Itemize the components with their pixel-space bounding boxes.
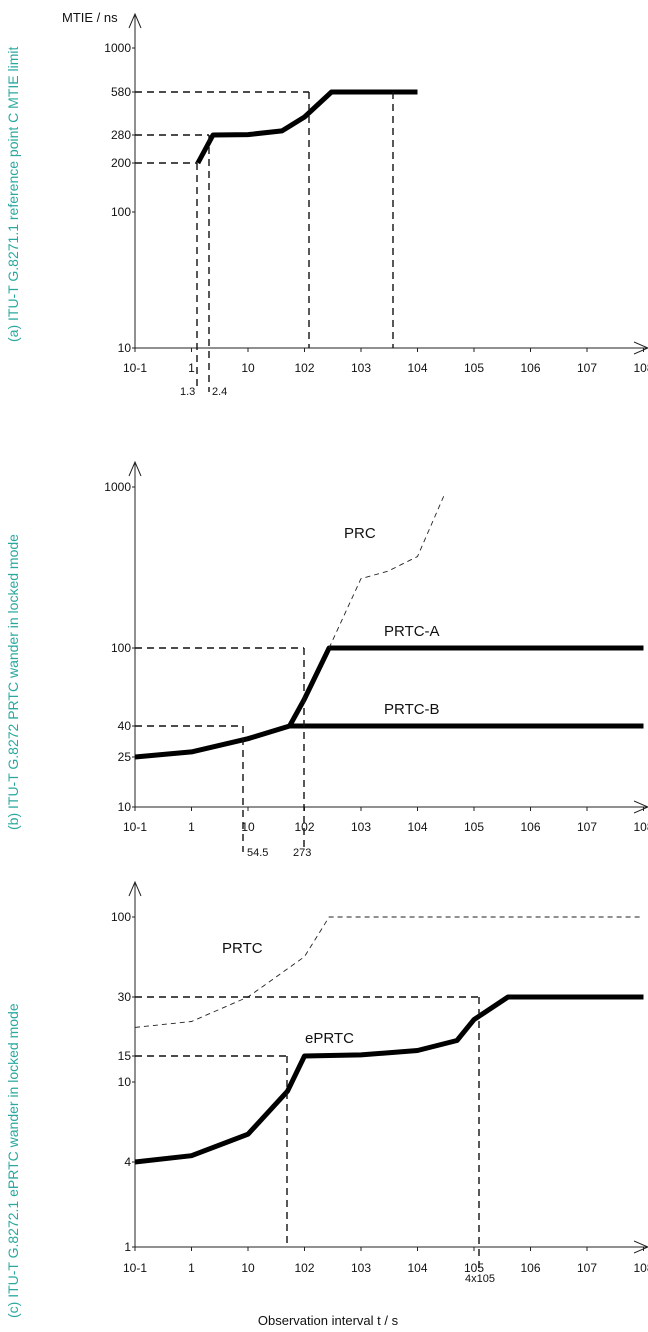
x-tick-label-c: 108 <box>633 1261 648 1275</box>
y-axis-arrow-c <box>128 880 142 897</box>
x-tick-label-a: 10 <box>241 361 255 375</box>
x-tick-label-a: 107 <box>577 361 597 375</box>
x-tick-label-c: 104 <box>407 1261 427 1275</box>
label-prtc-a: PRTC-A <box>384 623 440 640</box>
x-tick-label-b: 10 <box>241 820 255 834</box>
y-tick-label-b: 40 <box>118 719 132 733</box>
x-tick-label-a: 102 <box>294 361 314 375</box>
y-tick-label-c: 1 <box>124 1240 131 1254</box>
x-tick-label-a: 108 <box>633 361 648 375</box>
x-tick-label-c: 10-1 <box>123 1261 147 1275</box>
x-tick-label-c: 10 <box>241 1261 255 1275</box>
x-tick-label-b: 107 <box>577 820 597 834</box>
x-tick-label-a: 1 <box>188 361 195 375</box>
annot-1-3: 1.3 <box>180 386 195 398</box>
x-tick-label-b: 104 <box>407 820 427 834</box>
label-prc: PRC <box>344 525 376 542</box>
label-prtc-b: PRTC-B <box>384 701 440 718</box>
y-tick-label-b: 100 <box>111 641 131 655</box>
x-tick-label-c: 1 <box>188 1261 195 1275</box>
annot-54-5: 54.5 <box>247 847 268 859</box>
x-tick-label-c: 102 <box>294 1261 314 1275</box>
label-eprtc: ePRTC <box>305 1030 354 1047</box>
y-tick-label-a: 280 <box>111 128 131 142</box>
x-tick-label-b: 105 <box>464 820 484 834</box>
y-tick-label-b: 1000 <box>104 480 131 494</box>
y-tick-label-a: 100 <box>111 205 131 219</box>
y-tick-label-c: 15 <box>118 1049 132 1063</box>
y-axis-arrow-a <box>128 12 142 29</box>
series-line-c-eprtc <box>134 994 644 1165</box>
panel-a: 10-1 1 10 102 103 104 105 106 107 108 1000 580 280 20… <box>104 12 648 398</box>
y-tick-label-a: 10 <box>118 341 132 355</box>
y-tick-label-b: 10 <box>118 800 132 814</box>
x-tick-label-c: 103 <box>351 1261 371 1275</box>
side-title-c: (c) ITU-T G.8272.1 ePRTC wander in locke… <box>5 1003 21 1318</box>
x-tick-label-c: 107 <box>577 1261 597 1275</box>
y-tick-label-c: 100 <box>111 910 131 924</box>
side-title-b: (b) ITU-T G.8272 PRTC wander in locked m… <box>5 534 21 830</box>
x-axis-arrow-b <box>633 800 648 814</box>
panel-c: 10-1110102103104105106107108100301510414… <box>111 880 648 1285</box>
y-tick-label-c: 10 <box>118 1075 132 1089</box>
x-axis-arrow-c <box>633 1240 648 1254</box>
y-tick-label-c: 4 <box>124 1155 131 1169</box>
y-axis-arrow-b <box>128 460 142 477</box>
x-tick-label-b: 108 <box>633 820 648 834</box>
panel-b: 10-1 1 10 102 103 104 105 106 107 108 1000 100 40 25 1… <box>104 460 648 859</box>
x-tick-label-b: 102 <box>294 820 314 834</box>
y-tick-label-a: 1000 <box>104 41 131 55</box>
y-tick-label-a: 580 <box>111 85 131 99</box>
x-tick-label-b: 10-1 <box>123 820 147 834</box>
x-tick-label-b: 106 <box>520 820 540 834</box>
x-tick-label-a: 106 <box>520 361 540 375</box>
x-tick-label-b: 103 <box>351 820 371 834</box>
x-tick-label-b: 1 <box>188 820 195 834</box>
y-axis-label: MTIE / ns <box>62 10 118 25</box>
annot-273: 273 <box>293 847 311 859</box>
x-axis-label: Observation interval t / s <box>258 1313 399 1328</box>
x-tick-label-a: 105 <box>464 361 484 375</box>
x-axis-arrow-a <box>633 341 648 355</box>
side-title-a: (a) ITU-T G.8271.1 reference point C MTI… <box>5 47 21 342</box>
annot-2-4: 2.4 <box>212 386 227 398</box>
y-tick-label-b: 25 <box>118 750 132 764</box>
y-tick-label-c: 30 <box>118 990 132 1004</box>
x-tick-label-c: 106 <box>520 1261 540 1275</box>
x-tick-label-a: 104 <box>407 361 427 375</box>
x-tick-label-a: 10-1 <box>123 361 147 375</box>
x-tick-label-a: 103 <box>351 361 371 375</box>
label-prtc: PRTC <box>222 940 263 957</box>
series-line-c-prtc <box>134 916 644 1028</box>
series-line-a-limit <box>195 89 418 165</box>
y-tick-label-a: 200 <box>111 156 131 170</box>
annot-4x105: 4x105 <box>465 1273 495 1285</box>
